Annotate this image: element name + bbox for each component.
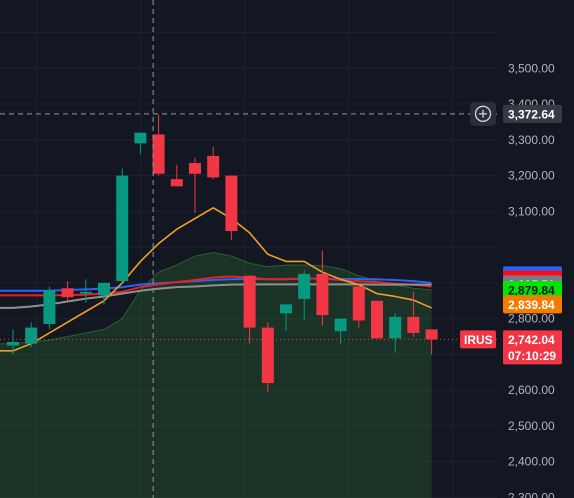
candle-body xyxy=(261,327,274,384)
candle-body xyxy=(316,273,329,316)
ma-line-green xyxy=(0,251,432,345)
candle-body xyxy=(207,155,220,178)
candle-body xyxy=(189,163,201,174)
price-badge-4: 2,839.84 xyxy=(508,298,555,312)
crosshair-price-badge: 3,372.64 xyxy=(508,107,555,121)
candle-body xyxy=(79,291,92,294)
candle-body xyxy=(25,327,38,344)
candle-body xyxy=(334,318,347,332)
plus-circle-icon xyxy=(474,105,492,122)
candle-body xyxy=(243,275,256,328)
price-badge-4-bg xyxy=(503,295,562,314)
candle-body xyxy=(152,134,165,174)
y-tick-label: 2,300.00 xyxy=(508,491,555,498)
ma-line-orange xyxy=(0,206,432,352)
price-badges: 3,372.642,921.122,909.572,895.512,879.84… xyxy=(460,104,562,365)
y-tick-label: 2,600.00 xyxy=(508,383,555,397)
candle-body xyxy=(43,290,56,325)
crosshair-price-badge-bg xyxy=(503,104,562,123)
candle-body xyxy=(98,282,110,296)
candle-body xyxy=(116,175,129,282)
candle-body xyxy=(225,175,238,232)
candle-body xyxy=(170,179,183,187)
price-badge-3-bg xyxy=(503,281,562,300)
y-tick-label: 2,400.00 xyxy=(508,455,555,469)
price-badge-3: 2,879.84 xyxy=(508,284,555,298)
candle-body xyxy=(280,304,292,314)
y-tick-label: 2,500.00 xyxy=(508,419,555,433)
crosshair xyxy=(0,0,497,498)
symbol-tag-bg xyxy=(460,330,496,349)
last-price-badge-bg xyxy=(503,330,562,365)
y-tick-label: 3,200.00 xyxy=(508,169,555,183)
candles xyxy=(7,114,438,392)
symbol-tag: IRUS xyxy=(464,333,493,347)
candle-body xyxy=(407,316,420,333)
candle-body xyxy=(61,288,74,298)
candle-body xyxy=(352,286,365,321)
countdown-timer: 07:10:29 xyxy=(508,349,556,363)
candle-body xyxy=(298,273,311,299)
grid-lines xyxy=(0,0,497,498)
candle-body xyxy=(7,341,19,346)
candle-body xyxy=(371,300,383,339)
candle-body xyxy=(134,132,147,144)
last-price-badge: 2,742.04 xyxy=(508,333,555,347)
y-tick-label: 3,500.00 xyxy=(508,61,555,75)
candle-body xyxy=(389,316,402,339)
candle-body xyxy=(425,329,438,340)
y-tick-label: 2,800.00 xyxy=(508,312,555,326)
add-alert-button[interactable] xyxy=(470,101,496,126)
y-tick-label: 3,300.00 xyxy=(508,133,555,147)
y-tick-label: 3,100.00 xyxy=(508,204,555,218)
